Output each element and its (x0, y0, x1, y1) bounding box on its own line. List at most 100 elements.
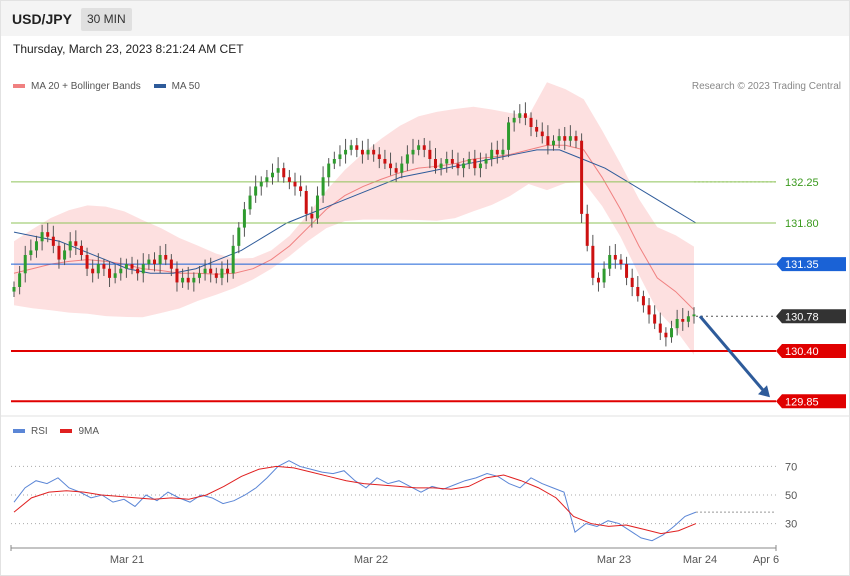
candle (315, 195, 319, 219)
candle (360, 149, 364, 155)
candle (613, 255, 617, 260)
candle (349, 145, 353, 150)
candle (46, 232, 50, 237)
candle (310, 213, 314, 219)
candle (254, 186, 258, 196)
candle (625, 264, 629, 278)
candle (181, 277, 185, 283)
level-label-resistance: 132.25 (785, 177, 819, 189)
candle (63, 250, 67, 260)
candle (501, 149, 505, 155)
candle (647, 305, 651, 315)
candle (478, 163, 482, 169)
candle (327, 163, 331, 178)
x-tick-label: Mar 22 (354, 554, 388, 566)
x-tick-label: Mar 24 (683, 554, 717, 566)
candle (68, 241, 72, 251)
timeframe-button[interactable]: 30 MIN (81, 8, 132, 31)
candle (658, 323, 662, 333)
candle (12, 287, 16, 292)
candle (372, 149, 376, 155)
candle (389, 163, 393, 169)
candle (630, 277, 634, 287)
candle (186, 277, 190, 283)
level-tag-current (776, 309, 846, 324)
rsi-ma9-line (13, 465, 697, 535)
candle (546, 136, 550, 146)
x-tick-label: Mar 21 (110, 554, 144, 566)
candle (108, 268, 112, 278)
candle (18, 273, 22, 287)
symbol-label: USD/JPY (12, 11, 72, 27)
candle (119, 268, 123, 274)
candle (428, 149, 432, 159)
candle (175, 268, 179, 283)
candle (400, 163, 404, 173)
candle (282, 168, 286, 178)
level-label-current: 130.78 (785, 311, 819, 323)
candle (512, 117, 516, 123)
candle (124, 264, 128, 269)
forecast-arrow (698, 315, 766, 393)
candle (271, 172, 275, 178)
rsi-level-label: 70 (785, 461, 797, 473)
candle (535, 127, 539, 132)
candle (338, 154, 342, 159)
candle (394, 168, 398, 173)
candle (23, 255, 27, 274)
candle (355, 145, 359, 150)
candle (641, 296, 645, 306)
candle (304, 191, 308, 214)
candle (383, 159, 387, 164)
candle (580, 140, 584, 214)
candle (169, 259, 173, 269)
candle (507, 122, 511, 150)
legend-item-ma50: MA 50 (153, 81, 200, 92)
candle (113, 273, 117, 278)
candle (130, 264, 134, 269)
copyright-text: Research © 2023 Trading Central (691, 81, 841, 92)
candle (57, 245, 61, 260)
candle (495, 149, 499, 155)
rsi-level-label: 30 (785, 519, 797, 531)
candle (619, 259, 623, 265)
candle (411, 149, 415, 155)
forecast-arrow-head (758, 385, 770, 398)
legend-item-rsi: RSI (13, 426, 48, 437)
candle (450, 159, 454, 164)
candle (158, 255, 162, 265)
candle (164, 255, 168, 260)
candle (321, 177, 325, 196)
candle (540, 131, 544, 137)
candle (79, 245, 83, 255)
candle (276, 168, 280, 173)
level-label-pivot: 131.35 (785, 259, 819, 271)
candle (596, 277, 600, 283)
candle (473, 159, 477, 169)
candle (192, 277, 196, 283)
candle (574, 136, 578, 141)
candle (405, 154, 409, 164)
candle (141, 264, 145, 274)
candle (51, 236, 55, 246)
level-tag-support (776, 344, 846, 358)
level-label-resistance: 131.80 (785, 218, 819, 230)
candle (209, 268, 213, 274)
candle (242, 209, 246, 228)
level-tag-pivot (776, 257, 846, 272)
candle (664, 332, 668, 338)
legend-item-ma20: MA 20 + Bollinger Bands (13, 81, 141, 92)
candle (237, 227, 241, 246)
main-legend: MA 20 + Bollinger Bands MA 50 (13, 81, 210, 92)
candle (214, 273, 218, 278)
level-tag-support (776, 394, 846, 409)
candle (34, 241, 38, 251)
rsi-level-label: 50 (785, 490, 797, 502)
candle (692, 314, 696, 317)
rsi-legend: RSI 9MA (13, 426, 109, 437)
candle (91, 268, 95, 274)
x-tick-label: Apr 6 (753, 554, 779, 566)
candle (518, 113, 522, 118)
rsi-line (13, 460, 697, 542)
candle (523, 113, 527, 118)
